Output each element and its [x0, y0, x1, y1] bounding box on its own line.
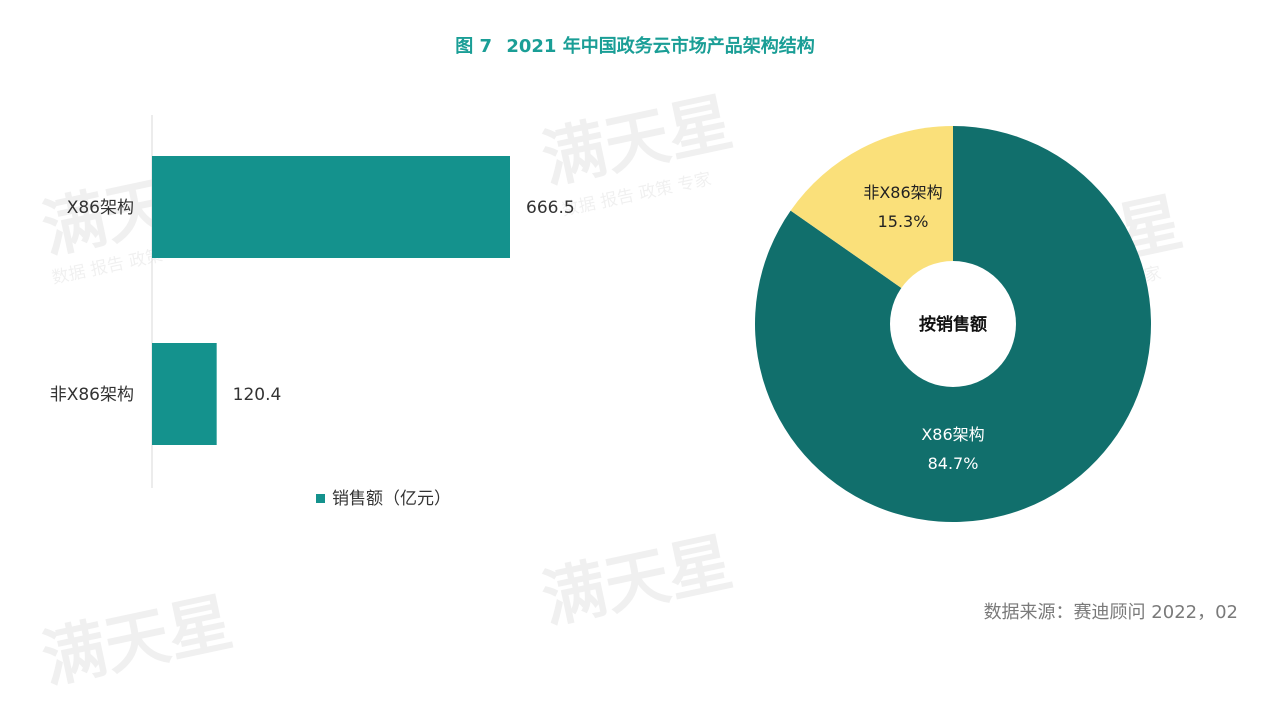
bar-chart: X86架构 666.5 非X86架构 120.4 销售额（亿元）: [50, 115, 575, 509]
slice-label: 非X86架构: [863, 183, 942, 202]
slice-value: 84.7%: [928, 454, 979, 473]
value-label: 120.4: [233, 385, 282, 405]
donut-hole: [890, 261, 1016, 387]
bar-1: [152, 156, 510, 258]
category-label: X86架构: [67, 198, 134, 218]
source-note: 数据来源：赛迪顾问 2022，02: [983, 602, 1238, 623]
legend-label: 销售额（亿元）: [332, 489, 451, 509]
value-label: 666.5: [526, 198, 575, 218]
category-label: 非X86架构: [50, 385, 134, 405]
legend-swatch: [316, 494, 325, 503]
bar-2: [152, 343, 217, 445]
figure-title: 2021 年中国政务云市场产品架构结构: [506, 36, 815, 57]
slice-label: X86架构: [921, 425, 984, 444]
slice-2: [790, 126, 953, 324]
chart-title: 图 7 2021 年中国政务云市场产品架构结构: [0, 32, 1270, 58]
donut-chart: 按销售额 X86架构 84.7% 非X86架构 15.3%: [754, 126, 1151, 522]
center-label: 按销售额: [919, 314, 987, 335]
figure-number: 图 7: [455, 36, 493, 57]
slice-value: 15.3%: [878, 212, 929, 231]
